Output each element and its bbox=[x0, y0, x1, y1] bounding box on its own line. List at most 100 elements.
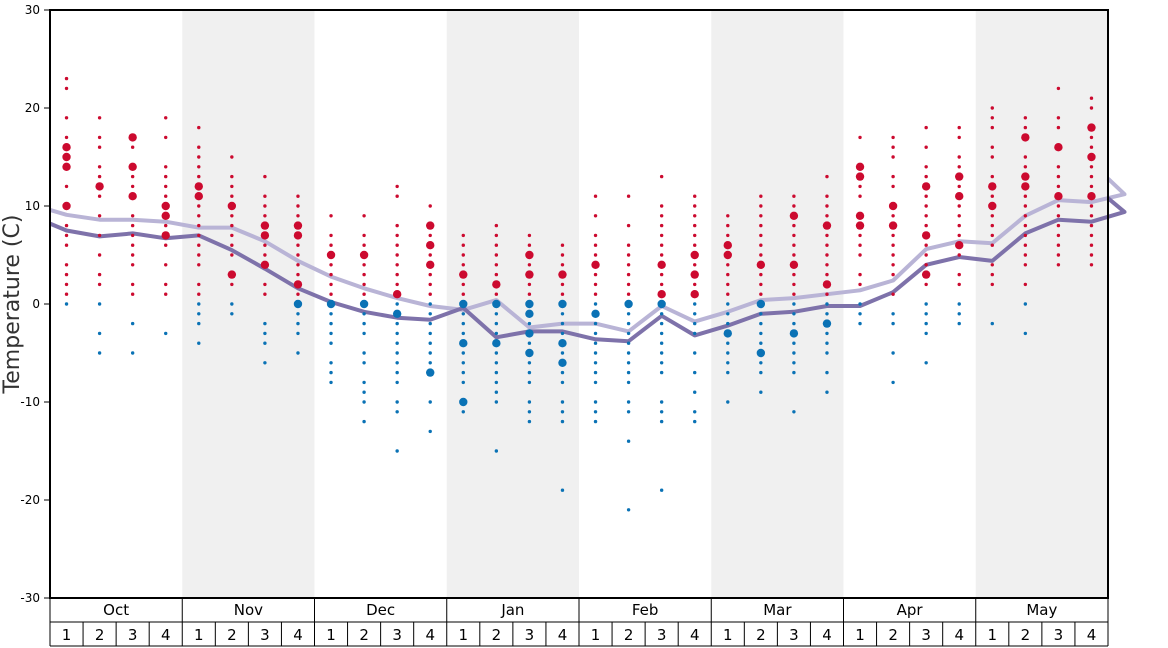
warm-dot bbox=[362, 272, 366, 277]
cold-dot bbox=[560, 351, 565, 355]
warm-dot bbox=[128, 192, 137, 201]
cold-dot bbox=[626, 439, 631, 443]
cold-dot bbox=[428, 321, 432, 326]
cold-dot bbox=[659, 488, 664, 492]
cold-dot bbox=[924, 331, 928, 336]
warm-dot bbox=[161, 211, 170, 220]
warm-dot bbox=[825, 292, 829, 296]
warm-dot bbox=[1089, 184, 1094, 189]
cold-dot bbox=[591, 309, 600, 318]
cold-dot bbox=[626, 312, 631, 316]
cold-dot bbox=[395, 331, 399, 336]
warm-dot bbox=[955, 241, 964, 250]
warm-dot bbox=[759, 194, 763, 198]
warm-dot bbox=[197, 214, 201, 218]
warm-dot bbox=[1023, 125, 1028, 130]
warm-dot bbox=[891, 233, 895, 238]
y-tick-label: -30 bbox=[20, 591, 40, 605]
warm-dot bbox=[957, 184, 961, 189]
cold-dot bbox=[326, 299, 336, 309]
warm-dot bbox=[128, 133, 137, 142]
warm-dot bbox=[957, 214, 961, 218]
cold-dot bbox=[395, 361, 399, 365]
warm-dot bbox=[1089, 96, 1094, 100]
warm-dot bbox=[263, 194, 267, 198]
week-label: 2 bbox=[95, 626, 105, 644]
warm-dot bbox=[1056, 174, 1061, 179]
cold-dot bbox=[461, 321, 465, 326]
warm-dot bbox=[858, 272, 862, 277]
month-label-mar: Mar bbox=[763, 601, 792, 619]
warm-dot bbox=[197, 263, 201, 267]
warm-dot bbox=[64, 223, 69, 228]
cold-dot bbox=[494, 370, 499, 375]
warm-dot bbox=[362, 263, 366, 267]
warm-dot bbox=[461, 233, 465, 238]
warm-dot bbox=[395, 184, 399, 189]
cold-dot bbox=[990, 321, 994, 326]
warm-dot bbox=[1021, 172, 1030, 181]
warm-dot bbox=[164, 194, 168, 198]
warm-dot bbox=[230, 253, 234, 257]
cold-dot bbox=[329, 341, 333, 345]
cold-dot bbox=[428, 312, 432, 316]
warm-dot bbox=[888, 201, 898, 211]
cold-dot bbox=[693, 302, 697, 306]
cold-dot bbox=[130, 321, 135, 326]
warm-dot bbox=[130, 233, 135, 238]
cold-dot bbox=[792, 410, 796, 414]
warm-dot bbox=[726, 233, 730, 238]
warm-dot bbox=[957, 165, 961, 169]
warm-dot bbox=[1021, 182, 1030, 191]
warm-dot bbox=[924, 125, 928, 130]
cold-dot bbox=[593, 410, 598, 414]
cold-dot bbox=[64, 302, 69, 306]
cold-dot bbox=[362, 331, 366, 336]
temperature-dots bbox=[62, 76, 1096, 512]
warm-dot bbox=[957, 204, 961, 208]
cold-dot bbox=[1023, 331, 1028, 336]
warm-dot bbox=[461, 282, 465, 287]
warm-dot bbox=[825, 204, 829, 208]
warm-dot bbox=[825, 174, 829, 179]
warm-dot bbox=[955, 192, 964, 201]
warm-dot bbox=[395, 194, 399, 198]
warm-dot bbox=[525, 250, 534, 260]
y-tick-label: -10 bbox=[20, 395, 40, 409]
warm-dot bbox=[990, 145, 994, 149]
warm-dot bbox=[130, 263, 135, 267]
week-label: 2 bbox=[1021, 626, 1031, 644]
cold-dot bbox=[527, 370, 532, 375]
warm-dot bbox=[792, 282, 796, 287]
cold-dot bbox=[395, 449, 399, 453]
warm-dot bbox=[197, 204, 201, 208]
cold-dot bbox=[395, 341, 399, 345]
warm-dot bbox=[1089, 253, 1094, 257]
cold-dot bbox=[593, 331, 598, 336]
warm-dot bbox=[494, 223, 499, 228]
warm-dot bbox=[329, 292, 333, 296]
warm-dot bbox=[492, 280, 501, 289]
cold-dot bbox=[726, 302, 730, 306]
warm-dot bbox=[164, 292, 168, 296]
warm-dot bbox=[858, 135, 862, 140]
cold-dot bbox=[759, 312, 763, 316]
warm-dot bbox=[990, 243, 994, 247]
warm-dot bbox=[1089, 263, 1094, 267]
warm-dot bbox=[1087, 152, 1096, 162]
cold-dot bbox=[825, 341, 829, 345]
cold-dot bbox=[593, 400, 598, 404]
warm-dot bbox=[1056, 125, 1061, 130]
warm-dot bbox=[130, 223, 135, 228]
warm-dot bbox=[693, 214, 697, 218]
cold-dot bbox=[428, 351, 432, 355]
warm-dot bbox=[64, 184, 69, 189]
cold-dot bbox=[726, 361, 730, 365]
warm-dot bbox=[659, 282, 664, 287]
warm-dot bbox=[792, 253, 796, 257]
cold-dot bbox=[626, 410, 631, 414]
cold-dot bbox=[726, 321, 730, 326]
warm-dot bbox=[97, 135, 102, 140]
cold-dot bbox=[461, 312, 465, 316]
cold-dot bbox=[858, 302, 862, 306]
